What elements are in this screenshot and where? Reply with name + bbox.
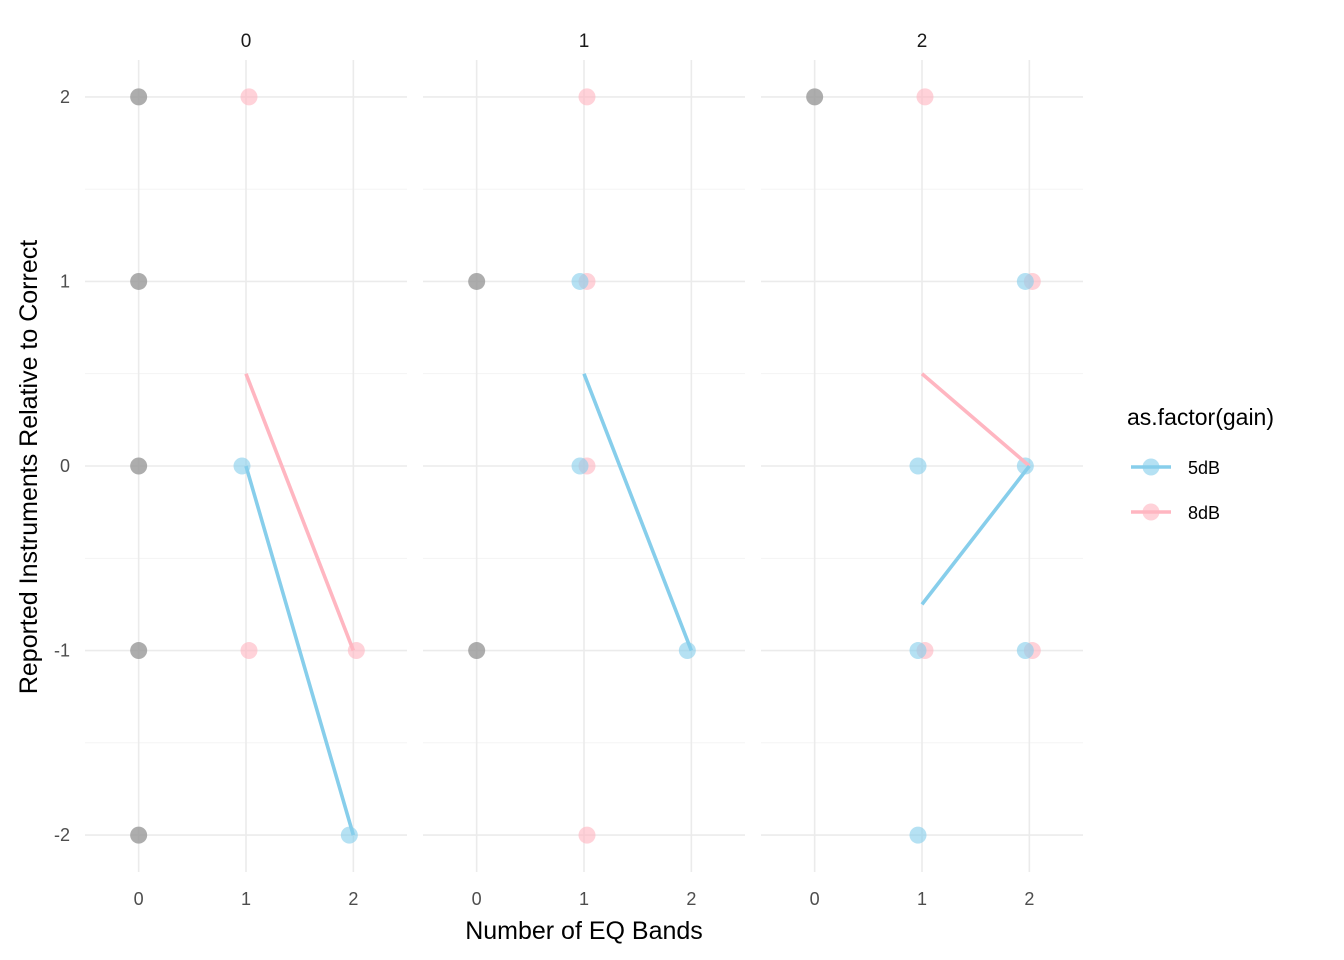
data-point-5db [571, 272, 589, 290]
y-tick-label: -2 [54, 825, 70, 845]
x-tick-label: 2 [1024, 889, 1034, 909]
x-tick-label: 1 [917, 889, 927, 909]
data-point-5db [1016, 272, 1034, 290]
trend-line-5db [244, 465, 356, 836]
legend-key-point [1142, 503, 1160, 521]
x-tick-label: 0 [810, 889, 820, 909]
data-point-8db [578, 88, 596, 106]
facet-label-1: 1 [579, 31, 590, 52]
data-point [130, 272, 148, 290]
y-tick-label: 0 [60, 456, 70, 476]
data-point-5db [909, 457, 927, 475]
data-point [806, 88, 824, 106]
data-point-5db [1016, 457, 1034, 475]
legend-key-point [1142, 458, 1160, 476]
facet-label-0: 0 [241, 31, 252, 52]
trend-line-5db [582, 373, 694, 652]
data-point [130, 642, 148, 660]
legend-key-5db [1131, 458, 1171, 476]
data-point [130, 457, 148, 475]
y-tick-label: -1 [54, 641, 70, 661]
data-point-8db [916, 88, 934, 106]
legend-key-8db [1131, 503, 1171, 521]
facet-data-2 [806, 88, 1041, 844]
x-tick-label: 1 [241, 889, 251, 909]
y-tick-label: 2 [60, 87, 70, 107]
label-layer: 0 0 1 2 1 0 1 2 2 0 1 2 -2 -1 0 1 2 [54, 31, 1034, 909]
data-layer [130, 88, 1041, 844]
x-tick-label: 2 [348, 889, 358, 909]
data-point-5db [340, 826, 358, 844]
facet-label-2: 2 [917, 31, 928, 52]
data-point-5db [909, 826, 927, 844]
x-axis-title: Number of EQ Bands [465, 917, 703, 945]
trend-line-5db [920, 464, 1031, 606]
facet-data-0 [130, 88, 365, 844]
data-point [468, 272, 486, 290]
legend-title: as.factor(gain) [1127, 404, 1274, 430]
trend-line-8db [244, 373, 356, 652]
y-tick-label: 1 [60, 271, 70, 291]
x-tick-label: 2 [686, 889, 696, 909]
data-point-5db [909, 642, 927, 660]
x-tick-label: 0 [472, 889, 482, 909]
data-point-5db [571, 457, 589, 475]
data-point-8db [240, 642, 258, 660]
data-point-8db [578, 826, 596, 844]
data-point [130, 826, 148, 844]
data-point [130, 88, 148, 106]
x-tick-label: 0 [134, 889, 144, 909]
data-point-8db [240, 88, 258, 106]
facet-data-1 [468, 88, 696, 844]
data-point-5db [1016, 642, 1034, 660]
trend-line-8db [920, 372, 1031, 468]
y-axis-title: Reported Instruments Relative to Correct [15, 240, 43, 694]
legend-label-8db: 8dB [1188, 503, 1220, 523]
legend-label-5db: 5dB [1188, 458, 1220, 478]
x-tick-label: 1 [579, 889, 589, 909]
data-point [468, 642, 486, 660]
